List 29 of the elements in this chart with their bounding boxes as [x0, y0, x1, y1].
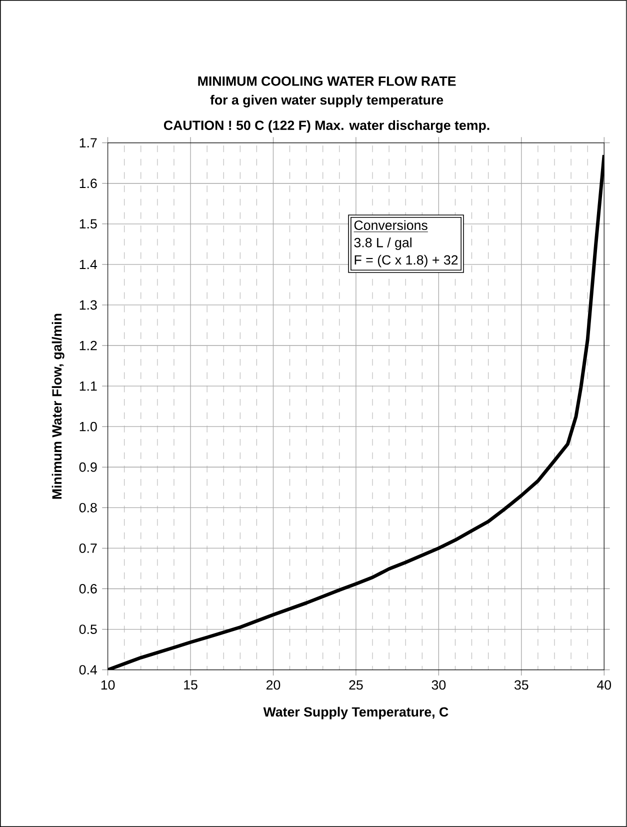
chart-subtitle: for a given water supply temperature [210, 94, 444, 108]
y-tick-label: 0.6 [79, 584, 97, 594]
x-tick-label: 15 [184, 680, 198, 690]
x-tick-label: 30 [432, 680, 446, 690]
y-tick-label: 1.5 [80, 219, 97, 229]
y-tick-label: 0.9 [79, 462, 97, 472]
annotation: Conversions [354, 220, 428, 230]
x-tick-label: 25 [349, 680, 363, 690]
y-tick-label: 0.8 [79, 502, 97, 512]
y-tick-label: 1.6 [80, 178, 97, 188]
annotation: 3.8 L / gal [354, 238, 412, 250]
text: CAUTION ! 50 C (122 F) Max. water discharge temp. [164, 120, 490, 133]
y-tick-label: 1.4 [80, 260, 98, 270]
annotation: F = (C x 1.8) + 32 [354, 254, 458, 268]
y-tick-label: 0.7 [79, 543, 97, 553]
y-axis-title: Minimum Water Flow, gal/min [52, 314, 64, 499]
x-tick-label: 10 [101, 680, 115, 690]
x-tick-label: 40 [597, 680, 612, 690]
y-tick-label: 0.5 [79, 624, 97, 634]
x-tick-label: 35 [514, 680, 528, 690]
y-tick-label: 1.1 [80, 381, 97, 391]
y-tick-label: 0.4 [79, 665, 98, 675]
x-axis-title: Water Supply Temperature, C [263, 706, 448, 720]
y-tick-label: 1.2 [80, 340, 97, 350]
x-tick-label: 20 [266, 680, 280, 690]
chart-title: MINIMUM COOLING WATER FLOW RATE [198, 76, 456, 86]
y-tick-label: 1.0 [80, 422, 97, 432]
y-tick-label: 1.3 [80, 300, 97, 310]
y-tick-label: 1.7 [80, 138, 97, 148]
